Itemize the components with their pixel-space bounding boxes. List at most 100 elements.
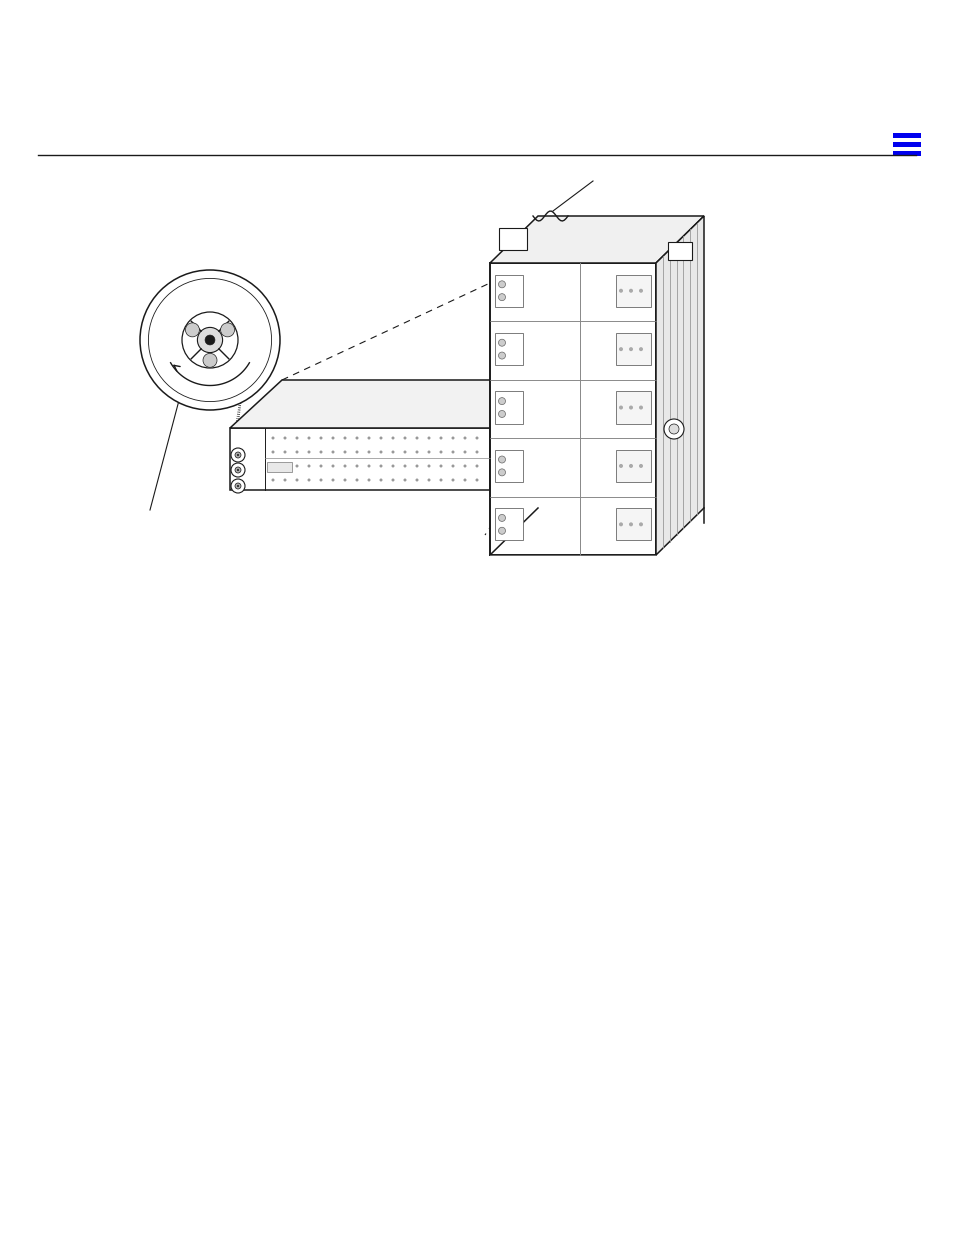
Circle shape bbox=[343, 464, 346, 468]
Circle shape bbox=[663, 419, 683, 438]
Circle shape bbox=[498, 527, 505, 535]
Circle shape bbox=[618, 464, 622, 468]
Circle shape bbox=[668, 424, 679, 433]
Circle shape bbox=[498, 410, 505, 417]
Circle shape bbox=[379, 436, 382, 440]
Circle shape bbox=[463, 436, 466, 440]
Circle shape bbox=[463, 464, 466, 468]
Circle shape bbox=[236, 485, 239, 487]
Circle shape bbox=[331, 451, 335, 453]
Circle shape bbox=[391, 436, 395, 440]
Circle shape bbox=[367, 436, 370, 440]
Circle shape bbox=[272, 436, 274, 440]
Circle shape bbox=[475, 464, 478, 468]
Bar bbox=[495, 274, 522, 306]
Circle shape bbox=[628, 464, 633, 468]
Circle shape bbox=[498, 340, 505, 346]
Circle shape bbox=[618, 405, 622, 410]
Circle shape bbox=[475, 451, 478, 453]
Circle shape bbox=[403, 436, 406, 440]
Circle shape bbox=[355, 478, 358, 482]
Circle shape bbox=[416, 464, 418, 468]
Circle shape bbox=[498, 456, 505, 463]
Circle shape bbox=[197, 327, 222, 353]
Circle shape bbox=[343, 436, 346, 440]
Bar bbox=[498, 227, 526, 249]
Bar bbox=[267, 462, 292, 472]
Circle shape bbox=[416, 478, 418, 482]
Circle shape bbox=[236, 469, 239, 471]
Circle shape bbox=[295, 478, 298, 482]
Polygon shape bbox=[490, 263, 656, 555]
Circle shape bbox=[234, 467, 241, 473]
Circle shape bbox=[367, 478, 370, 482]
Circle shape bbox=[355, 451, 358, 453]
Circle shape bbox=[319, 464, 322, 468]
Circle shape bbox=[439, 464, 442, 468]
Circle shape bbox=[403, 464, 406, 468]
Circle shape bbox=[391, 451, 395, 453]
Circle shape bbox=[283, 451, 286, 453]
Circle shape bbox=[498, 352, 505, 359]
Bar bbox=[616, 450, 650, 482]
Circle shape bbox=[319, 478, 322, 482]
Bar bbox=[892, 151, 920, 156]
Circle shape bbox=[451, 478, 454, 482]
Circle shape bbox=[295, 464, 298, 468]
Circle shape bbox=[498, 515, 505, 521]
Circle shape bbox=[439, 451, 442, 453]
Circle shape bbox=[295, 451, 298, 453]
Bar bbox=[616, 509, 650, 541]
Bar bbox=[668, 242, 692, 261]
Circle shape bbox=[498, 280, 505, 288]
Circle shape bbox=[628, 289, 633, 293]
Circle shape bbox=[639, 289, 642, 293]
Circle shape bbox=[379, 464, 382, 468]
Circle shape bbox=[427, 478, 430, 482]
Circle shape bbox=[463, 478, 466, 482]
Circle shape bbox=[272, 451, 274, 453]
Bar bbox=[495, 509, 522, 541]
Circle shape bbox=[427, 464, 430, 468]
Circle shape bbox=[295, 436, 298, 440]
Circle shape bbox=[367, 451, 370, 453]
Circle shape bbox=[182, 312, 237, 368]
Circle shape bbox=[498, 398, 505, 405]
Circle shape bbox=[140, 270, 280, 410]
Polygon shape bbox=[490, 216, 703, 263]
Circle shape bbox=[307, 436, 310, 440]
Circle shape bbox=[379, 451, 382, 453]
Circle shape bbox=[331, 478, 335, 482]
Circle shape bbox=[272, 478, 274, 482]
Circle shape bbox=[185, 322, 199, 337]
Circle shape bbox=[355, 436, 358, 440]
Circle shape bbox=[628, 405, 633, 410]
Bar bbox=[616, 333, 650, 366]
Circle shape bbox=[403, 451, 406, 453]
Circle shape bbox=[639, 347, 642, 351]
Bar bbox=[616, 391, 650, 424]
Circle shape bbox=[416, 451, 418, 453]
Circle shape bbox=[475, 478, 478, 482]
Circle shape bbox=[283, 464, 286, 468]
Circle shape bbox=[234, 483, 241, 489]
Circle shape bbox=[234, 452, 241, 458]
Polygon shape bbox=[656, 216, 703, 555]
Circle shape bbox=[355, 464, 358, 468]
Circle shape bbox=[628, 347, 633, 351]
Circle shape bbox=[618, 289, 622, 293]
Circle shape bbox=[272, 464, 274, 468]
Polygon shape bbox=[230, 380, 541, 429]
Circle shape bbox=[628, 522, 633, 526]
Circle shape bbox=[343, 478, 346, 482]
Bar bbox=[892, 133, 920, 138]
Circle shape bbox=[379, 478, 382, 482]
Circle shape bbox=[231, 479, 245, 493]
Circle shape bbox=[236, 454, 239, 456]
Circle shape bbox=[451, 436, 454, 440]
Circle shape bbox=[231, 463, 245, 477]
Circle shape bbox=[639, 464, 642, 468]
Circle shape bbox=[403, 478, 406, 482]
Bar bbox=[616, 274, 650, 306]
Circle shape bbox=[220, 322, 234, 337]
